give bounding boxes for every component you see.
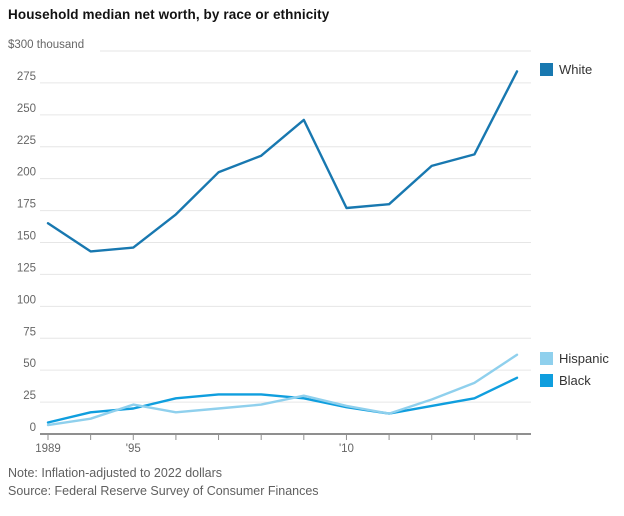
y-tick-label: 225 <box>17 135 36 147</box>
series-line-hispanic <box>46 353 519 427</box>
legend-item-hispanic: Hispanic <box>540 351 609 366</box>
series-line-black <box>46 376 519 424</box>
x-tick-label: '10 <box>339 443 354 455</box>
series-line-white <box>46 70 519 253</box>
y-tick-label: 100 <box>17 294 36 306</box>
legend-label-hispanic: Hispanic <box>559 351 609 366</box>
y-tick-label: 50 <box>23 358 36 370</box>
chart-source: Source: Federal Reserve Survey of Consum… <box>8 484 319 498</box>
y-tick-label: 175 <box>17 199 36 211</box>
y-axis-unit-label: $300 thousand <box>8 39 85 51</box>
legend-label-black: Black <box>559 373 591 388</box>
y-tick-label: 0 <box>30 422 36 434</box>
x-tick-label: '95 <box>126 443 141 455</box>
y-tick-label: 125 <box>17 262 36 274</box>
chart-note: Note: Inflation-adjusted to 2022 dollars <box>8 466 223 480</box>
x-tick-label: 1989 <box>35 443 61 455</box>
y-tick-label: 200 <box>17 167 36 179</box>
chart-title: Household median net worth, by race or e… <box>8 7 330 22</box>
y-tick-label: 150 <box>17 231 36 243</box>
y-tick-label: 75 <box>23 326 36 338</box>
y-tick-label: 275 <box>17 71 36 83</box>
legend-label-white: White <box>559 62 593 77</box>
y-tick-label: 25 <box>23 390 36 402</box>
legend-swatch-black-icon <box>540 374 553 387</box>
legend-swatch-hispanic-icon <box>540 352 553 365</box>
legend-swatch-white-icon <box>540 63 553 76</box>
legend-item-white: White <box>540 62 592 77</box>
legend-item-black: Black <box>540 373 591 388</box>
y-tick-label: 250 <box>17 103 36 115</box>
